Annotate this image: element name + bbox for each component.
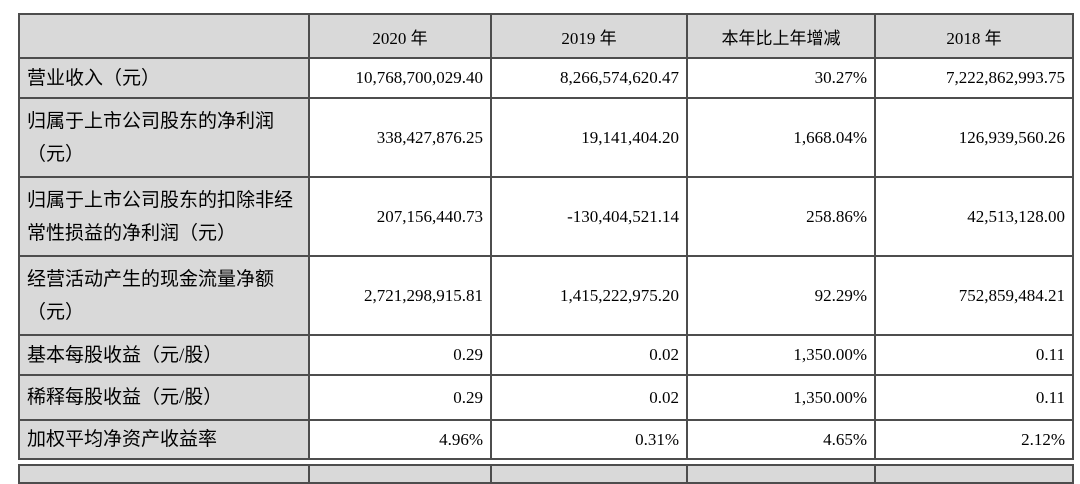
data-cell: 4.96%: [308, 419, 492, 460]
data-cell: 19,141,404.20: [490, 97, 688, 178]
table-row: 加权平均净资产收益率 4.96% 0.31% 4.65% 2.12%: [18, 419, 1074, 460]
row-label-weighted-avg-roe: 加权平均净资产收益率: [18, 419, 310, 460]
row-label-revenue: 营业收入（元）: [18, 57, 310, 99]
data-cell: 0.29: [308, 374, 492, 421]
partial-cell: [490, 464, 688, 484]
data-cell: 1,350.00%: [686, 374, 876, 421]
data-cell: 258.86%: [686, 176, 876, 257]
header-2018: 2018 年: [874, 13, 1074, 59]
data-cell: 338,427,876.25: [308, 97, 492, 178]
next-table-fragment: [18, 464, 1074, 484]
data-cell: 0.02: [490, 334, 688, 376]
data-cell: 1,415,222,975.20: [490, 255, 688, 336]
header-2019: 2019 年: [490, 13, 688, 59]
table-row: 归属于上市公司股东的净利润（元） 338,427,876.25 19,141,4…: [18, 97, 1074, 178]
row-label-basic-eps: 基本每股收益（元/股）: [18, 334, 310, 376]
partial-cell: [308, 464, 492, 484]
table-row: 营业收入（元） 10,768,700,029.40 8,266,574,620.…: [18, 57, 1074, 99]
header-blank-cell: [18, 13, 310, 59]
data-cell: 2,721,298,915.81: [308, 255, 492, 336]
table-row: 归属于上市公司股东的扣除非经常性损益的净利润（元） 207,156,440.73…: [18, 176, 1074, 257]
data-cell: 0.11: [874, 374, 1074, 421]
data-cell: 42,513,128.00: [874, 176, 1074, 257]
data-cell: 7,222,862,993.75: [874, 57, 1074, 99]
header-yoy-change: 本年比上年增减: [686, 13, 876, 59]
data-cell: 2.12%: [874, 419, 1074, 460]
table-row: 经营活动产生的现金流量净额（元） 2,721,298,915.81 1,415,…: [18, 255, 1074, 336]
header-2020: 2020 年: [308, 13, 492, 59]
data-cell: 0.11: [874, 334, 1074, 376]
data-cell: 1,350.00%: [686, 334, 876, 376]
partial-cell: [18, 464, 310, 484]
row-label-net-profit-excl-nonrecurring: 归属于上市公司股东的扣除非经常性损益的净利润（元）: [18, 176, 310, 257]
data-cell: 10,768,700,029.40: [308, 57, 492, 99]
data-cell: 0.29: [308, 334, 492, 376]
table-row: 基本每股收益（元/股） 0.29 0.02 1,350.00% 0.11: [18, 334, 1074, 376]
table-row: 稀释每股收益（元/股） 0.29 0.02 1,350.00% 0.11: [18, 374, 1074, 421]
data-cell: 752,859,484.21: [874, 255, 1074, 336]
data-cell: 0.31%: [490, 419, 688, 460]
data-cell: 0.02: [490, 374, 688, 421]
next-table-header-row-partial: [18, 464, 1074, 484]
data-cell: -130,404,521.14: [490, 176, 688, 257]
data-cell: 1,668.04%: [686, 97, 876, 178]
data-cell: 8,266,574,620.47: [490, 57, 688, 99]
row-label-diluted-eps: 稀释每股收益（元/股）: [18, 374, 310, 421]
row-label-operating-cash-flow: 经营活动产生的现金流量净额（元）: [18, 255, 310, 336]
partial-cell: [686, 464, 876, 484]
data-cell: 126,939,560.26: [874, 97, 1074, 178]
data-cell: 4.65%: [686, 419, 876, 460]
data-cell: 92.29%: [686, 255, 876, 336]
table-header-row: 2020 年 2019 年 本年比上年增减 2018 年: [18, 13, 1074, 59]
partial-cell: [874, 464, 1074, 484]
data-cell: 207,156,440.73: [308, 176, 492, 257]
data-cell: 30.27%: [686, 57, 876, 99]
row-label-net-profit: 归属于上市公司股东的净利润（元）: [18, 97, 310, 178]
key-financials-table: 2020 年 2019 年 本年比上年增减 2018 年 营业收入（元） 10,…: [18, 13, 1074, 460]
